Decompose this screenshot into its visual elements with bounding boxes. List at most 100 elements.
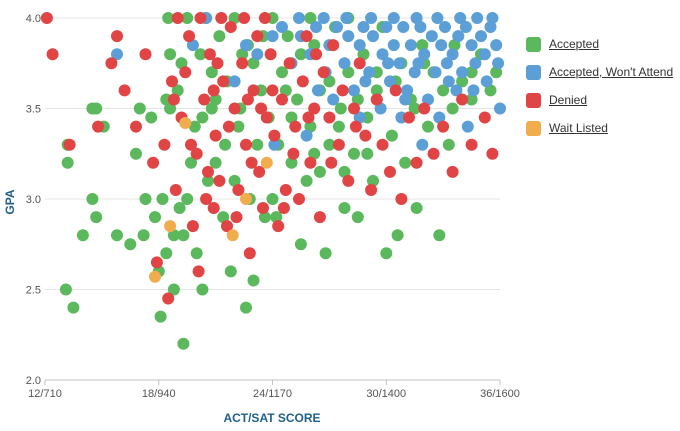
point-denied: [293, 193, 305, 205]
point-denied: [342, 174, 355, 187]
point-accepted-won-t-attend: [310, 21, 323, 33]
point-accepted: [67, 301, 80, 314]
point-accepted: [276, 66, 288, 79]
series-accepted-won-t-attend: [111, 12, 506, 151]
point-accepted: [334, 102, 347, 115]
point-accepted-won-t-attend: [340, 12, 353, 24]
point-accepted: [281, 30, 294, 43]
point-accepted-won-t-attend: [452, 30, 465, 43]
point-denied: [325, 156, 338, 169]
point-accepted: [399, 156, 412, 169]
point-denied: [264, 48, 277, 61]
point-accepted: [177, 337, 190, 350]
legend-item-accepted-won-t-attend[interactable]: Accepted, Won't Attend: [526, 58, 673, 86]
point-denied: [230, 211, 243, 224]
point-denied: [207, 202, 220, 214]
point-denied: [171, 12, 184, 24]
y-tick-label: 2.5: [26, 285, 41, 297]
point-denied: [418, 102, 431, 115]
point-accepted-won-t-attend: [431, 12, 444, 24]
point-accepted: [247, 274, 260, 287]
point-accepted: [433, 229, 446, 242]
point-accepted: [332, 120, 345, 133]
point-accepted: [196, 283, 209, 296]
point-denied: [389, 84, 402, 97]
point-accepted-won-t-attend: [480, 75, 493, 88]
point-denied: [313, 211, 326, 224]
point-accepted-won-t-attend: [408, 66, 421, 79]
point-accepted: [173, 202, 186, 214]
point-accepted-won-t-attend: [384, 75, 396, 88]
point-denied: [289, 120, 302, 133]
point-accepted-won-t-attend: [111, 48, 123, 61]
point-accepted: [154, 310, 167, 323]
point-accepted: [251, 138, 264, 151]
point-accepted: [171, 84, 184, 97]
point-accepted: [367, 174, 379, 187]
point-accepted-won-t-attend: [266, 30, 279, 43]
point-denied: [336, 84, 349, 97]
point-accepted-won-t-attend: [494, 102, 506, 115]
point-accepted: [294, 48, 307, 61]
point-denied: [111, 30, 123, 43]
point-accepted-won-t-attend: [425, 30, 438, 43]
legend-item-accepted[interactable]: Accepted: [526, 30, 673, 58]
point-denied: [332, 138, 345, 151]
point-denied: [228, 102, 241, 115]
point-denied: [224, 21, 237, 33]
point-wait-listed: [149, 270, 161, 283]
point-denied: [365, 184, 378, 196]
point-accepted: [456, 75, 469, 88]
point-denied: [194, 12, 207, 24]
point-accepted-won-t-attend: [410, 12, 423, 24]
point-denied: [251, 30, 264, 43]
point-denied: [456, 93, 469, 106]
point-accepted: [391, 229, 404, 242]
point-accepted-won-t-attend: [461, 120, 474, 133]
point-wait-listed: [260, 156, 273, 169]
point-accepted: [228, 12, 241, 24]
point-accepted: [291, 93, 304, 106]
point-denied: [139, 48, 152, 61]
point-denied: [158, 138, 171, 151]
point-accepted: [149, 211, 161, 224]
point-accepted: [162, 12, 175, 24]
point-denied: [209, 129, 222, 142]
point-accepted: [342, 66, 355, 79]
point-accepted-won-t-attend: [363, 66, 376, 79]
legend-label: Accepted: [549, 37, 600, 51]
point-accepted: [437, 84, 450, 97]
point-accepted-won-t-attend: [416, 138, 429, 151]
x-tick-label: 30/1400: [366, 388, 406, 400]
legend-label: Wait Listed: [549, 121, 608, 135]
point-accepted: [308, 39, 321, 52]
point-denied: [317, 66, 330, 79]
point-accepted: [258, 211, 271, 224]
point-accepted: [370, 84, 383, 97]
point-accepted: [247, 57, 260, 70]
point-denied: [222, 120, 235, 133]
point-accepted: [59, 283, 72, 296]
point-accepted: [213, 30, 226, 43]
point-accepted-won-t-attend: [459, 21, 472, 33]
point-accepted: [217, 211, 230, 224]
point-accepted: [348, 147, 360, 160]
point-accepted-won-t-attend: [422, 93, 434, 106]
point-accepted: [167, 229, 180, 242]
legend-item-wait-listed[interactable]: Wait Listed: [526, 114, 673, 142]
point-denied: [384, 165, 396, 178]
point-accepted-won-t-attend: [374, 102, 387, 115]
legend: Accepted Accepted, Won't Attend Denied Wait…: [526, 30, 673, 142]
point-accepted: [446, 102, 459, 115]
point-accepted: [422, 120, 434, 133]
point-accepted: [408, 102, 421, 115]
point-accepted-won-t-attend: [465, 39, 478, 52]
legend-item-denied[interactable]: Denied: [526, 86, 673, 114]
point-denied: [147, 156, 160, 169]
point-denied: [46, 48, 59, 61]
point-accepted: [196, 111, 209, 124]
point-accepted: [202, 174, 214, 187]
point-denied: [310, 48, 323, 61]
point-accepted: [133, 102, 146, 115]
point-accepted-won-t-attend: [418, 48, 431, 61]
